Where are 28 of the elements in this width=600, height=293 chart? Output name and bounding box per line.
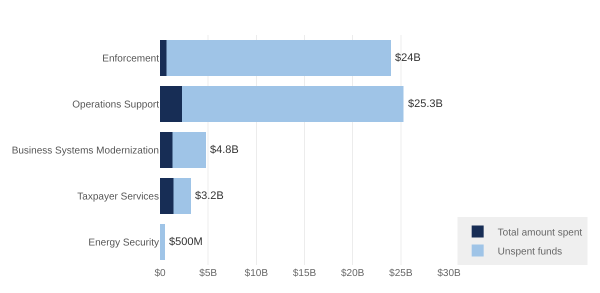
y-tick-label: Taxpayer Services [77, 192, 159, 202]
bar [172, 132, 206, 168]
x-tick-label: $5B [199, 268, 218, 279]
total-label: $4.8B [210, 144, 239, 156]
x-tick-label: $25B [389, 268, 413, 279]
bar [160, 40, 167, 76]
x-tick-label: $0 [154, 268, 166, 279]
total-label: $25.3B [408, 98, 443, 110]
y-tick-label: Business Systems Modernization [12, 146, 159, 156]
bar [160, 86, 182, 122]
x-tick-label: $30B [437, 268, 462, 279]
total-label: $24B [395, 52, 421, 64]
x-tick-label: $10B [244, 268, 268, 279]
legend-label: Total amount spent [498, 227, 582, 238]
bar [160, 224, 165, 260]
bar [160, 132, 173, 168]
x-tick-label: $15B [292, 268, 317, 279]
y-tick-label: Energy Security [88, 238, 159, 248]
y-tick-label: Operations Support [72, 100, 160, 110]
x-tick-label: $20B [340, 268, 365, 279]
bar [166, 40, 392, 76]
legend-label: Unspent funds [498, 246, 562, 258]
bar [182, 86, 404, 122]
total-label: $3.2B [195, 190, 224, 202]
bar [173, 178, 191, 214]
y-tick-label: Enforcement [102, 54, 160, 64]
total-label: $500M [169, 236, 203, 248]
bar [160, 178, 174, 214]
